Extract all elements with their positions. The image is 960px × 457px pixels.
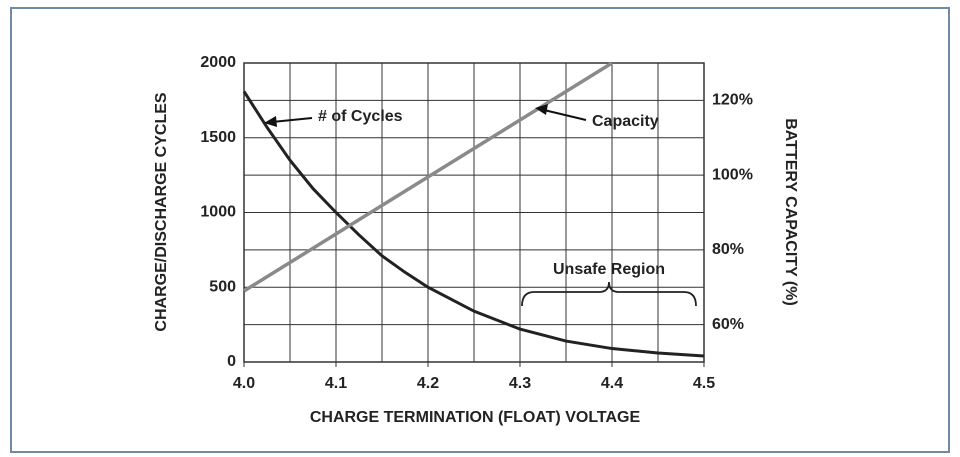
series-label: Capacity [592,113,659,130]
y-tick-label: 2000 [200,54,236,71]
annotation: Unsafe Region [553,261,665,278]
arrow [543,109,587,121]
line-series [243,61,613,293]
frame [10,7,950,453]
x-tick-label: 4.3 [509,375,531,392]
x-tick-label: 4.0 [233,375,255,392]
brace [521,281,697,307]
x-tick-label: 4.5 [693,375,715,392]
arrowhead [535,104,548,115]
y2-axis-title: BATTERY CAPACITY (%) [782,118,799,306]
y-axis-title: CHARGE/DISCHARGE CYCLES [153,92,170,331]
x-tick-label: 4.4 [601,375,623,392]
y2-tick-label: 60% [712,316,744,333]
y-tick-label: 500 [209,278,236,295]
series-label: # of Cycles [318,108,403,125]
x-tick-label: 4.2 [417,375,439,392]
x-tick-label: 4.1 [325,375,347,392]
x-axis-title: CHARGE TERMINATION (FLOAT) VOLTAGE [310,409,641,426]
arrowhead [264,116,277,127]
line-series [242,90,705,358]
y2-tick-label: 80% [712,241,744,258]
arrow [271,117,313,123]
y-tick-label: 1500 [200,129,236,146]
y2-tick-label: 100% [712,166,753,183]
y-tick-label: 1000 [200,204,236,221]
y-tick-label: 0 [227,353,236,370]
y2-tick-label: 120% [712,92,753,109]
